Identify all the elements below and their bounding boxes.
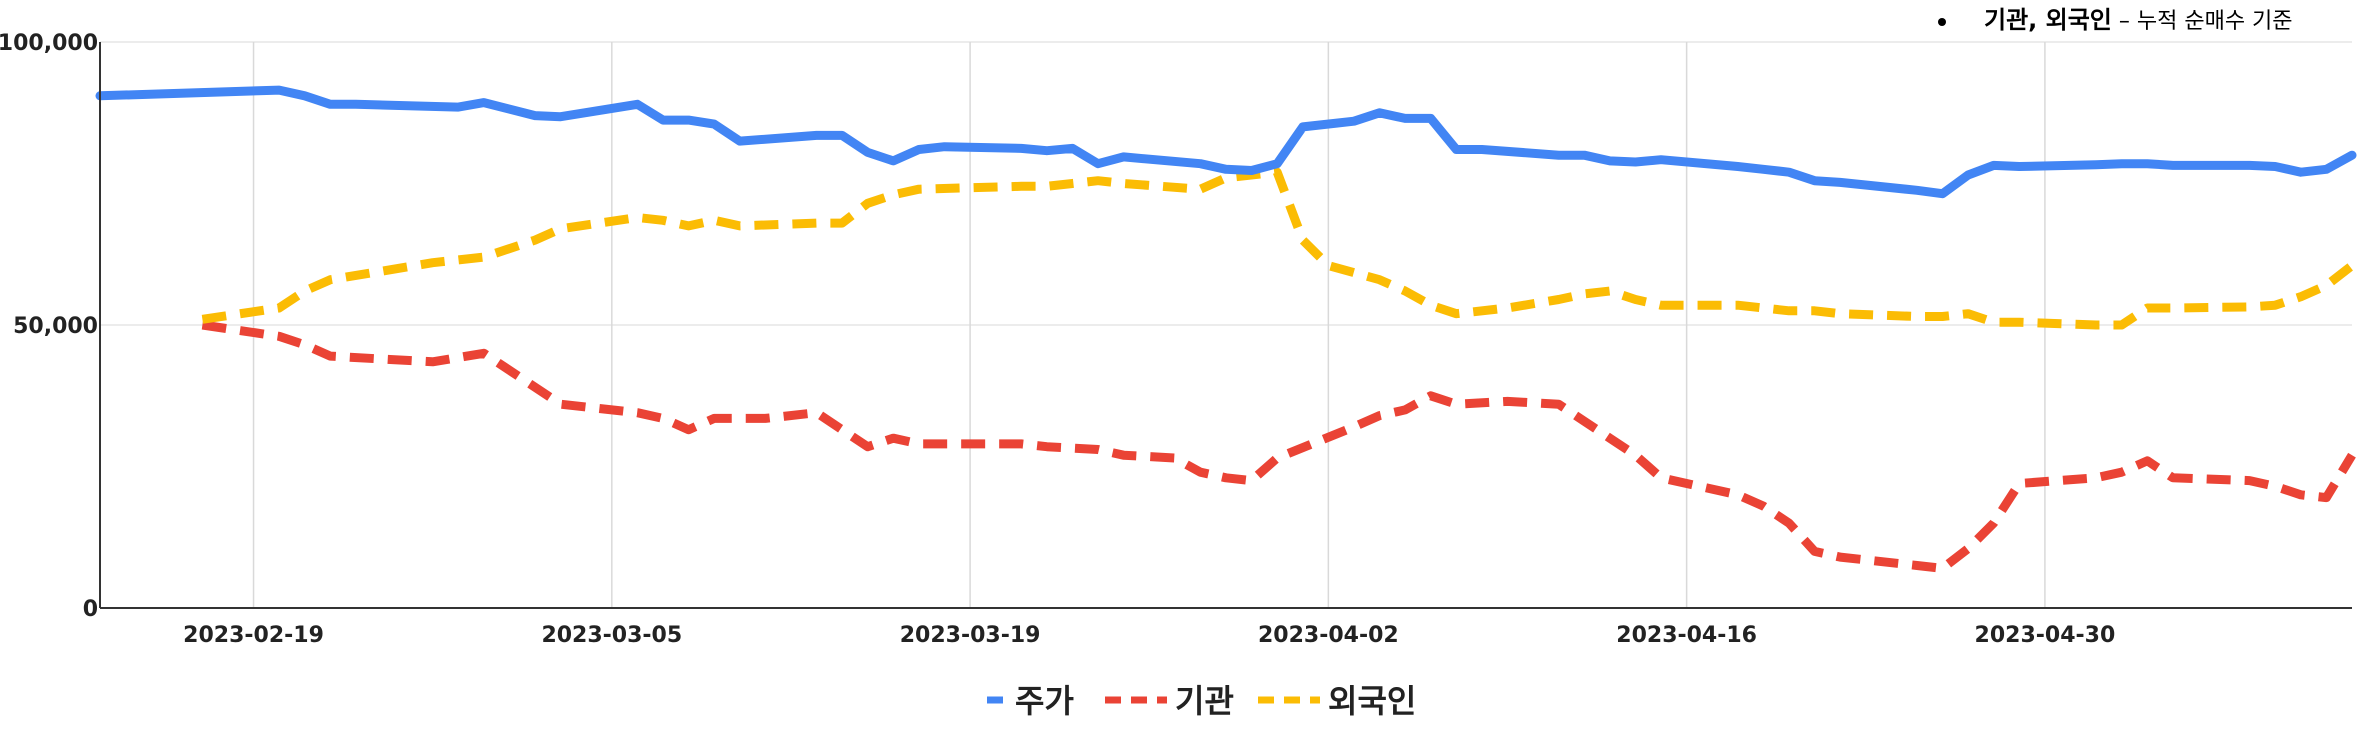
legend-label: 외국인 bbox=[1328, 682, 1416, 720]
legend: 주가 기관 외국인 bbox=[987, 682, 1416, 720]
series-line-institution bbox=[201, 320, 2356, 573]
series-line-price bbox=[95, 85, 2357, 199]
series-lines bbox=[95, 85, 2357, 573]
x-tick-label: 2023-04-30 bbox=[1975, 623, 2116, 648]
y-tick-label: 100,000 bbox=[0, 31, 98, 56]
legend-item-institution: 기관 bbox=[1105, 682, 1234, 720]
series-line-foreigner bbox=[201, 167, 2355, 330]
y-axis-ticks: 0 50,000 100,000 bbox=[0, 31, 98, 622]
legend-label: 주가 bbox=[1015, 682, 1074, 720]
y-tick-label: 0 bbox=[83, 597, 98, 622]
note-title: 기관, 외국인 bbox=[1984, 6, 2112, 34]
legend-item-price: 주가 bbox=[987, 682, 1074, 720]
x-tick-label: 2023-03-05 bbox=[541, 623, 682, 648]
chart-note: 기관, 외국인 – 누적 순매수 기준 bbox=[1938, 6, 2293, 34]
svg-text:기관, 외국인 – 누적 순매수 기준: 기관, 외국인 – 누적 순매수 기준 bbox=[1984, 6, 2293, 34]
grid-lines bbox=[100, 41, 2352, 608]
legend-item-foreigner: 외국인 bbox=[1258, 682, 1416, 720]
x-tick-label: 2023-02-19 bbox=[183, 623, 324, 648]
x-tick-label: 2023-04-16 bbox=[1616, 623, 1757, 648]
note-subtitle: – 누적 순매수 기준 bbox=[2112, 9, 2293, 34]
legend-label: 기관 bbox=[1175, 682, 1234, 720]
note-bullet-icon bbox=[1938, 18, 1946, 26]
x-axis-ticks: 2023-02-19 2023-03-05 2023-03-19 2023-04-02… bbox=[183, 623, 2115, 648]
axes bbox=[99, 42, 2352, 609]
x-tick-label: 2023-04-02 bbox=[1258, 623, 1399, 648]
x-tick-label: 2023-03-19 bbox=[900, 623, 1041, 648]
y-tick-label: 50,000 bbox=[13, 314, 98, 339]
